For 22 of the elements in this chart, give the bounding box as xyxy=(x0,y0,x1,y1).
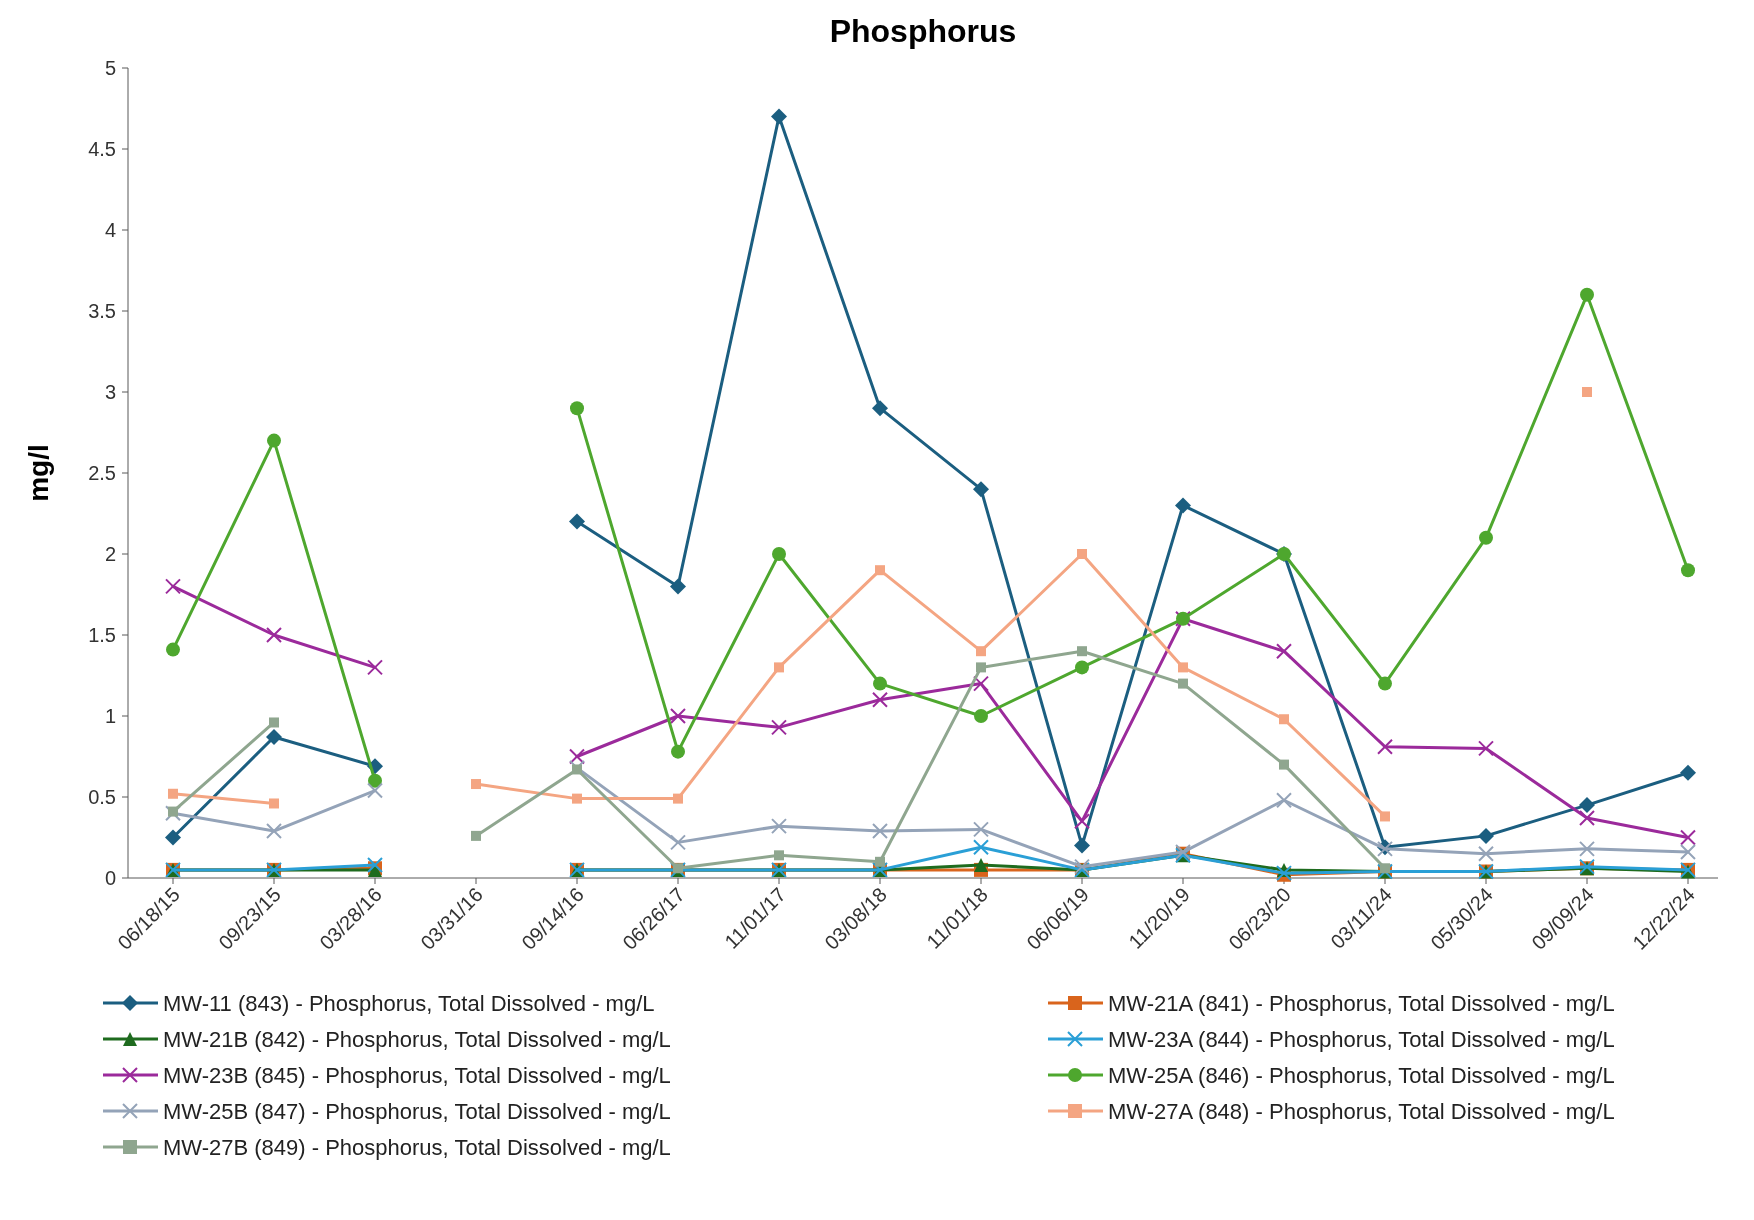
y-tick-label: 4.5 xyxy=(88,138,116,160)
y-tick-label: 3.5 xyxy=(88,300,116,322)
y-tick-label: 2.5 xyxy=(88,462,116,484)
legend-label: MW-27A (848) - Phosphorus, Total Dissolved - mg/L xyxy=(1108,1098,1615,1124)
y-tick-label: 1.5 xyxy=(88,624,116,646)
legend-label: MW-27B (849) - Phosphorus, Total Dissolved - mg/L xyxy=(163,1134,671,1160)
y-tick-label: 4 xyxy=(104,219,116,241)
legend-label: MW-25A (846) - Phosphorus, Total Dissolved - mg/L xyxy=(1108,1062,1615,1088)
y-tick-label: 0 xyxy=(104,867,116,889)
legend-label: MW-21B (842) - Phosphorus, Total Dissolved - mg/L xyxy=(163,1026,671,1052)
y-tick-label: 5 xyxy=(104,57,116,79)
legend-label: MW-23A (844) - Phosphorus, Total Dissolved - mg/L xyxy=(1108,1026,1615,1052)
legend-label: MW-11 (843) - Phosphorus, Total Dissolved - mg/L xyxy=(163,990,655,1016)
y-tick-label: 0.5 xyxy=(88,786,116,808)
chart-title: Phosphorus xyxy=(829,13,1017,49)
legend-label: MW-23B (845) - Phosphorus, Total Dissolved - mg/L xyxy=(163,1062,671,1088)
legend-label: MW-25B (847) - Phosphorus, Total Dissolved - mg/L xyxy=(163,1098,671,1124)
legend-label: MW-21A (841) - Phosphorus, Total Dissolved - mg/L xyxy=(1108,990,1615,1016)
y-axis-title: mg/l xyxy=(23,444,54,502)
y-tick-label: 1 xyxy=(104,705,116,727)
y-tick-label: 3 xyxy=(104,381,116,403)
y-tick-label: 2 xyxy=(104,543,116,565)
